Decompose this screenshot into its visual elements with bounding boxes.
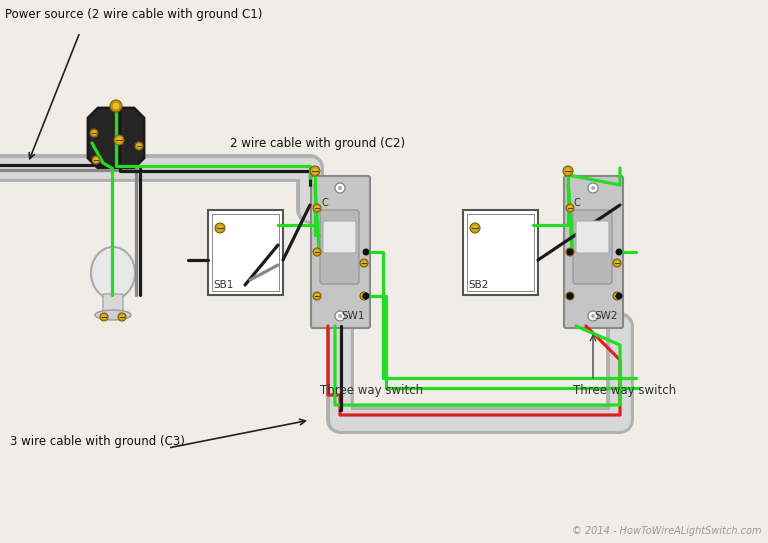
Text: © 2014 - HowToWireALightSwitch.com: © 2014 - HowToWireALightSwitch.com <box>572 526 762 536</box>
Circle shape <box>591 314 595 318</box>
Ellipse shape <box>91 247 135 299</box>
Circle shape <box>615 261 619 265</box>
Circle shape <box>362 293 369 300</box>
Circle shape <box>566 292 574 300</box>
Circle shape <box>360 292 368 300</box>
FancyBboxPatch shape <box>323 221 356 253</box>
Text: SB2: SB2 <box>468 280 488 290</box>
FancyBboxPatch shape <box>573 210 612 284</box>
Circle shape <box>360 259 368 267</box>
Circle shape <box>217 225 223 231</box>
Circle shape <box>472 225 478 231</box>
Circle shape <box>613 259 621 267</box>
Circle shape <box>588 311 598 321</box>
Polygon shape <box>88 108 144 168</box>
Circle shape <box>362 294 366 298</box>
Circle shape <box>92 131 96 135</box>
FancyBboxPatch shape <box>208 210 283 295</box>
Circle shape <box>590 249 596 255</box>
Circle shape <box>335 311 345 321</box>
Circle shape <box>588 183 598 193</box>
Text: SW2: SW2 <box>594 311 618 321</box>
FancyBboxPatch shape <box>320 210 359 284</box>
Circle shape <box>613 292 621 300</box>
Circle shape <box>313 204 321 212</box>
Circle shape <box>566 204 574 212</box>
Circle shape <box>567 249 574 256</box>
Circle shape <box>615 249 623 256</box>
Ellipse shape <box>95 310 131 320</box>
Circle shape <box>470 223 480 233</box>
Circle shape <box>135 142 143 150</box>
Circle shape <box>137 144 141 148</box>
Circle shape <box>568 250 572 254</box>
Circle shape <box>114 135 124 145</box>
Circle shape <box>315 206 319 210</box>
FancyBboxPatch shape <box>103 294 123 316</box>
Circle shape <box>568 294 572 298</box>
Circle shape <box>615 293 623 300</box>
FancyBboxPatch shape <box>311 176 370 328</box>
Text: SB1: SB1 <box>213 280 233 290</box>
Circle shape <box>566 248 574 256</box>
Circle shape <box>102 315 106 319</box>
Text: 3 wire cable with ground (C3): 3 wire cable with ground (C3) <box>10 435 185 448</box>
Text: 2 wire cable with ground (C2): 2 wire cable with ground (C2) <box>230 137 406 150</box>
Circle shape <box>362 249 369 256</box>
Circle shape <box>568 206 572 210</box>
Circle shape <box>118 313 126 321</box>
Circle shape <box>338 186 342 190</box>
Circle shape <box>90 129 98 137</box>
Circle shape <box>563 166 573 176</box>
Circle shape <box>116 137 122 143</box>
Circle shape <box>567 293 574 300</box>
Polygon shape <box>88 108 144 168</box>
Circle shape <box>335 183 345 193</box>
Circle shape <box>315 294 319 298</box>
Circle shape <box>92 156 100 164</box>
Circle shape <box>215 223 225 233</box>
Text: Three way switch: Three way switch <box>573 384 676 397</box>
FancyBboxPatch shape <box>564 176 623 328</box>
FancyBboxPatch shape <box>576 221 609 253</box>
Circle shape <box>313 168 318 174</box>
Circle shape <box>337 249 343 255</box>
Circle shape <box>615 294 619 298</box>
Circle shape <box>100 313 108 321</box>
Circle shape <box>313 248 321 256</box>
Circle shape <box>565 168 571 174</box>
Circle shape <box>120 315 124 319</box>
Circle shape <box>310 166 320 176</box>
Circle shape <box>362 261 366 265</box>
Circle shape <box>591 186 595 190</box>
Circle shape <box>110 100 122 112</box>
Circle shape <box>94 158 98 162</box>
Text: SW1: SW1 <box>342 311 365 321</box>
Circle shape <box>338 314 342 318</box>
Text: C: C <box>574 198 581 208</box>
Text: C: C <box>321 198 328 208</box>
Circle shape <box>315 250 319 254</box>
Text: Power source (2 wire cable with ground C1): Power source (2 wire cable with ground C… <box>5 8 263 21</box>
FancyBboxPatch shape <box>463 210 538 295</box>
Text: Three way switch: Three way switch <box>320 384 423 397</box>
Circle shape <box>113 103 119 109</box>
Circle shape <box>313 292 321 300</box>
